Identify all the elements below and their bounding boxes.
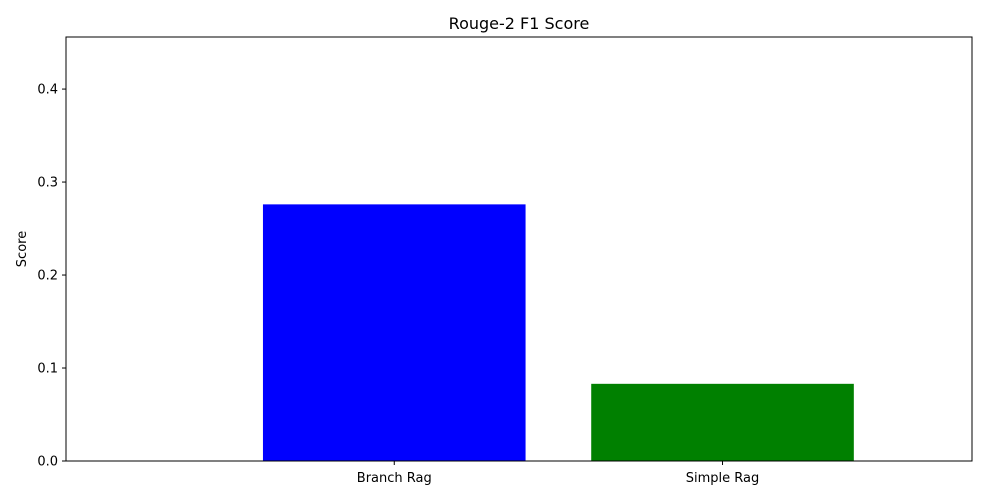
bars-group [262, 204, 854, 462]
chart-title: Rouge-2 F1 Score [449, 14, 590, 33]
x-tick-label: Branch Rag [357, 471, 432, 486]
y-ticks-group: 0.0 0.1 0.2 0.3 0.4 [37, 83, 66, 470]
y-tick-label: 0.0 [37, 455, 58, 470]
bar-branch-rag [262, 204, 526, 462]
plot-frame [65, 36, 973, 462]
y-axis-label: Score [15, 231, 30, 267]
x-tick-label: Simple Rag [686, 471, 760, 486]
bar-simple-rag [591, 383, 854, 461]
y-tick-label: 0.4 [37, 83, 58, 98]
y-tick-label: 0.3 [37, 176, 58, 191]
y-tick-label: 0.1 [37, 362, 58, 377]
y-tick-label: 0.2 [37, 269, 58, 284]
x-ticks-group: Branch Rag Simple Rag [357, 461, 759, 486]
